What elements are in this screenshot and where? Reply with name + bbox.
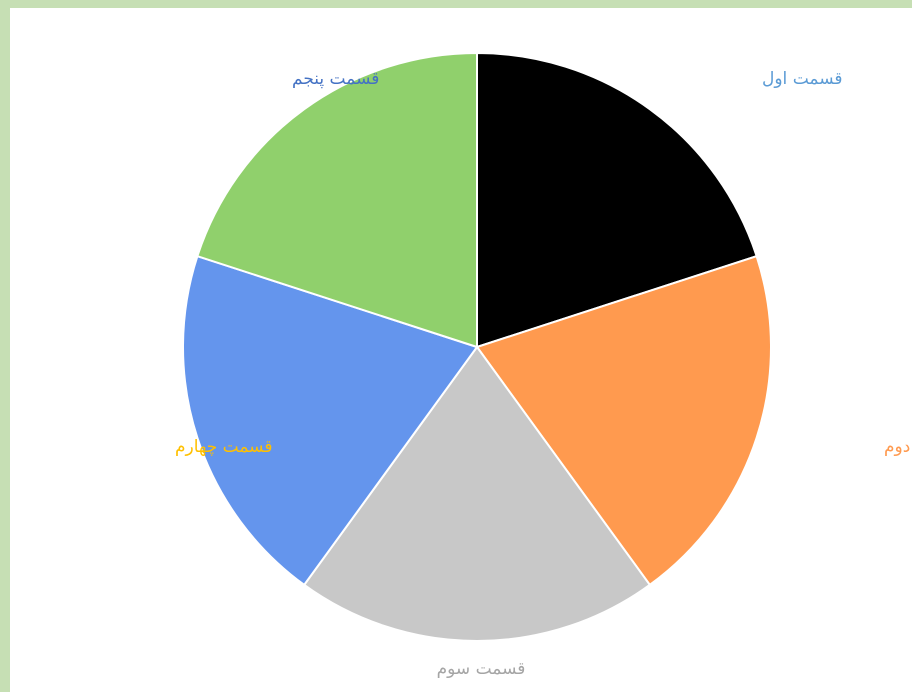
pie-slice-1 xyxy=(476,51,758,349)
slice-label-4: قسمت چهارم xyxy=(175,437,272,457)
pie-slice-2 xyxy=(475,254,772,587)
slice-label-1: قسمت اول xyxy=(762,69,843,89)
chart-canvas: قسمت اول قسمت دوم قسمت سوم قسمت چهارم قسمت پ… xyxy=(10,8,912,692)
slice-label-5: قسمت پنجم xyxy=(292,69,379,89)
slice-label-2: قسمت دوم xyxy=(884,437,912,457)
pie-slice-5 xyxy=(196,51,478,349)
pie-chart: قسمت اول قسمت دوم قسمت سوم قسمت چهارم قسمت پ… xyxy=(175,51,912,679)
pie-slice-4 xyxy=(182,254,479,587)
slice-label-3: قسمت سوم xyxy=(437,659,526,679)
pie-slice-3 xyxy=(302,345,652,642)
